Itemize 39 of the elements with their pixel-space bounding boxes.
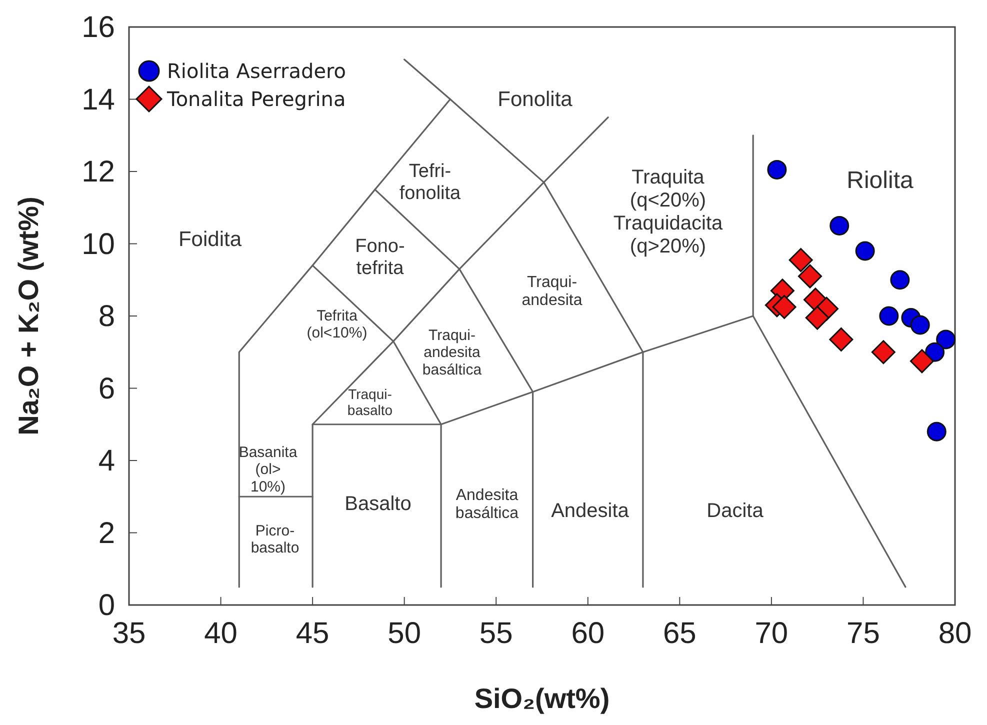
legend-label: Riolita Aserradero	[167, 59, 346, 83]
annotation: Traqui- basalto	[347, 386, 393, 418]
x-tick-label: 75	[846, 617, 880, 650]
y-tick-label: 0	[98, 589, 115, 622]
annotation: Tefri- fonolita	[399, 161, 462, 204]
y-tick-label: 6	[98, 372, 115, 406]
annotation: Foidita	[178, 228, 242, 251]
annotation: Traquita (q<20%) Traquidacita (q>20%)	[613, 166, 724, 258]
x-tick-label: 65	[662, 617, 696, 650]
annotation: Tefrita (ol<10%)	[306, 307, 368, 342]
y-axis-title: Na₂O + K₂O (wt%)	[13, 196, 44, 436]
annotation: Fonolita	[498, 88, 573, 111]
annotation: Basalto	[344, 493, 412, 516]
annotation: Basanita (ol> 10%)	[238, 444, 298, 496]
y-tick-label: 4	[98, 444, 115, 478]
annotation: Andesita basáltica	[455, 487, 519, 522]
y-tick-label: 12	[82, 156, 115, 188]
annotation: Traqui- andesita basáltica	[422, 326, 482, 378]
annotation: Traqui- andesita	[522, 274, 582, 310]
x-tick-label: 35	[112, 617, 146, 650]
y-tick-label: 14	[82, 83, 115, 116]
x-tick-label: 45	[296, 617, 330, 650]
x-tick-label: 40	[204, 617, 238, 650]
annotation: Andesita	[551, 500, 630, 522]
legend-label: Tonalita Peregrina	[166, 87, 346, 111]
annotation: Riolita	[846, 167, 914, 194]
x-tick-label: 80	[938, 617, 972, 650]
annotation: Picro- basalto	[250, 522, 300, 557]
annotation: Dacita	[706, 500, 764, 522]
x-tick-label: 70	[754, 617, 788, 650]
y-tick-label: 2	[98, 516, 115, 550]
x-axis-title: SiO₂(wt%)	[474, 683, 610, 714]
y-tick-label: 8	[98, 300, 115, 333]
x-tick-label: 55	[479, 617, 513, 650]
annotation: Fono- tefrita	[355, 236, 405, 279]
y-tick-label: 16	[82, 11, 115, 44]
x-tick-label: 50	[388, 617, 422, 650]
y-tick-label: 10	[82, 228, 115, 261]
x-tick-label: 60	[571, 617, 605, 650]
